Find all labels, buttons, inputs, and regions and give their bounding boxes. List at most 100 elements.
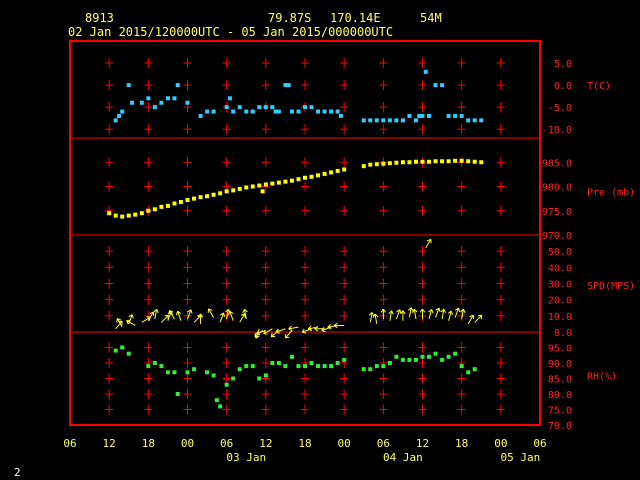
- wind-arrow: [229, 311, 234, 321]
- y-tick-label: 20.0: [548, 296, 572, 307]
- wind-arrow-head: [426, 238, 431, 242]
- humidity-point: [257, 376, 262, 381]
- wind-arrow: [177, 311, 182, 321]
- wind-arrow-head: [321, 326, 325, 331]
- wind-arrow-head: [200, 313, 204, 318]
- wind-arrow-head: [380, 308, 384, 313]
- temperature-point: [205, 109, 210, 114]
- y-tick-label: 30.0: [548, 280, 572, 291]
- pressure-point: [276, 180, 281, 185]
- humidity-point: [322, 364, 327, 369]
- humidity-point: [394, 354, 399, 359]
- y-tick-label: 75.0: [548, 406, 572, 417]
- temperature-point: [116, 113, 121, 118]
- pressure-point: [146, 208, 151, 213]
- temperature-point: [400, 118, 405, 123]
- temperature-point: [126, 83, 131, 88]
- wind-arrow-head: [244, 308, 248, 313]
- temperature-point: [329, 109, 334, 114]
- panel-label-pressure: Pre (mb): [587, 187, 635, 198]
- humidity-point: [427, 354, 432, 359]
- humidity-point: [205, 370, 210, 375]
- wind-arrow-head: [321, 330, 326, 333]
- wind-arrow-head: [256, 333, 261, 336]
- wind-arrow: [208, 308, 215, 318]
- pressure-point: [260, 189, 265, 194]
- wind-arrow: [413, 309, 417, 320]
- wind-arrow-head: [371, 312, 375, 317]
- wind-arrow-head: [288, 325, 292, 330]
- y-tick-label: 10.0: [548, 312, 572, 323]
- wind-arrow-head: [169, 309, 174, 313]
- temperature-point: [175, 83, 180, 88]
- pressure-point: [250, 184, 255, 189]
- y-tick-label: 50.0: [548, 247, 572, 258]
- pressure-point: [257, 183, 262, 188]
- pressure-point: [120, 214, 125, 219]
- pressure-point: [342, 167, 347, 172]
- wind-arrow-head: [254, 332, 257, 337]
- humidity-point: [192, 367, 197, 372]
- temperature-point: [309, 105, 314, 110]
- pressure-point: [440, 159, 445, 164]
- temperature-point: [420, 113, 425, 118]
- longitude: 170.14E: [330, 11, 381, 25]
- humidity-point: [165, 370, 170, 375]
- temperature-point: [152, 105, 157, 110]
- y-tick-label: 985.0: [542, 158, 572, 169]
- x-date-label: 05 Jan: [501, 451, 541, 464]
- temperature-point: [165, 96, 170, 101]
- temperature-point: [139, 100, 144, 105]
- temperature-point: [394, 118, 399, 123]
- wind-arrow-head: [228, 311, 231, 316]
- pressure-point: [407, 160, 412, 165]
- temperature-point: [270, 105, 275, 110]
- temperature-point: [198, 113, 203, 118]
- y-tick-label: 40.0: [548, 263, 572, 274]
- y-tick-label: 90.0: [548, 359, 572, 370]
- humidity-point: [440, 357, 445, 362]
- wind-arrow-head: [327, 324, 331, 328]
- humidity-point: [459, 364, 464, 369]
- pressure-point: [159, 204, 164, 209]
- pressure-point: [107, 211, 112, 216]
- temperature-point: [224, 105, 229, 110]
- pressure-point: [381, 161, 386, 166]
- y-tick-label: 980.0: [542, 183, 572, 194]
- temperature-point: [472, 118, 477, 123]
- wind-arrow: [254, 330, 263, 338]
- wind-arrow-head: [285, 336, 290, 339]
- wind-arrow: [219, 312, 225, 323]
- wind-arrow: [474, 314, 483, 323]
- y-tick-label: 70.0: [548, 421, 572, 432]
- humidity-point: [244, 364, 249, 369]
- wind-arrow: [428, 309, 433, 320]
- humidity-point: [152, 361, 157, 365]
- temperature-point: [289, 109, 294, 114]
- pressure-point: [446, 159, 451, 164]
- pressure-point: [400, 160, 405, 165]
- wind-arrow-head: [223, 312, 226, 317]
- wind-arrow: [141, 316, 151, 323]
- pressure-point: [316, 173, 321, 178]
- humidity-point: [214, 398, 219, 403]
- temperature-point: [374, 118, 379, 123]
- wind-arrow-head: [333, 325, 338, 329]
- wind-arrow: [389, 310, 393, 321]
- humidity-point: [309, 361, 314, 365]
- pressure-point: [296, 177, 301, 182]
- wind-arrow: [461, 309, 464, 320]
- temperature-point: [227, 96, 232, 101]
- y-tick-label: 0.0: [554, 328, 572, 339]
- pressure-point: [329, 170, 334, 175]
- pressure-point: [374, 162, 379, 167]
- wind-arrow-head: [256, 330, 260, 335]
- pressure-point: [335, 168, 340, 173]
- temperature-point: [146, 96, 151, 101]
- pressure-point: [165, 203, 170, 208]
- wind-arrow-head: [307, 325, 312, 330]
- wind-arrow-head: [219, 312, 224, 316]
- pressure-point: [270, 181, 275, 186]
- wind-arrow-head: [447, 310, 452, 314]
- pressure-point: [427, 159, 432, 164]
